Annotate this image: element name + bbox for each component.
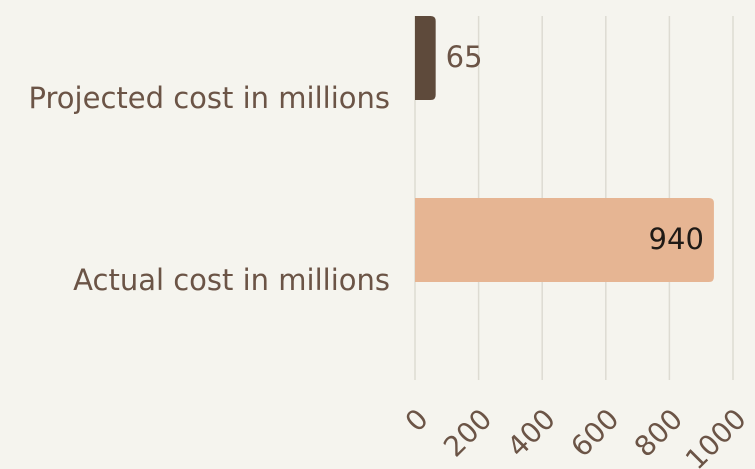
bar-actual-cost [415, 198, 714, 282]
bars [415, 16, 714, 282]
bar-projected-cost [415, 16, 436, 100]
x-tick-label-400: 400 [501, 402, 562, 463]
category-labels: Projected cost in millions Actual cost in… [29, 81, 390, 297]
category-label-projected-cost: Projected cost in millions [29, 81, 390, 115]
value-label-projected-cost: 65 [446, 40, 483, 74]
x-tick-label-200: 200 [437, 402, 498, 463]
x-tick-label-0: 0 [399, 402, 435, 438]
x-tick-label-1000: 1000 [679, 402, 753, 469]
value-labels: 65 940 [446, 40, 704, 256]
value-label-actual-cost: 940 [649, 222, 704, 256]
category-label-actual-cost: Actual cost in millions [73, 263, 390, 297]
x-tick-label-600: 600 [564, 402, 625, 463]
